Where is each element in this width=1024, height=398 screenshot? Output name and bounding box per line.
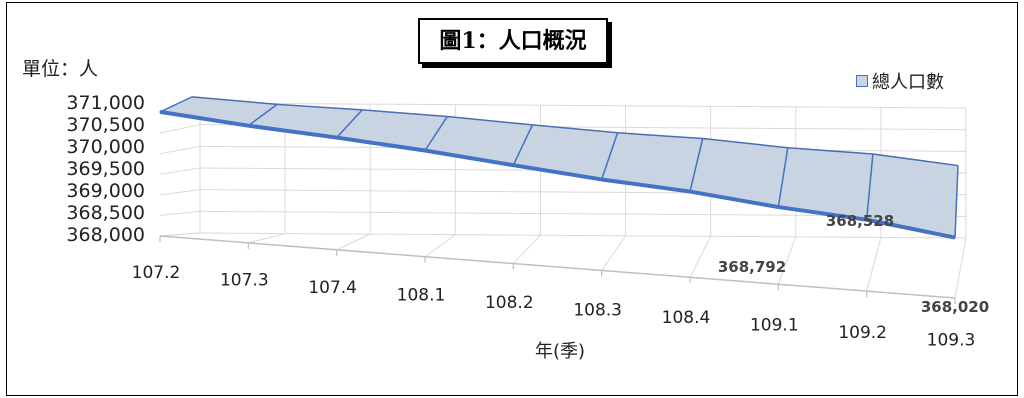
floor-line — [866, 237, 882, 292]
series-back-edge — [191, 96, 959, 167]
x-tick-label: 109.2 — [838, 323, 887, 343]
data-point-edge — [777, 147, 789, 208]
legend-label: 總人口數 — [872, 72, 944, 93]
floor-line — [689, 236, 712, 278]
gridline — [199, 232, 967, 239]
legend: 總人口數 — [856, 68, 944, 94]
y-tick-label: 370,000 — [66, 136, 145, 158]
y-tick-label: 371,000 — [66, 92, 145, 114]
data-label: 368,020 — [921, 298, 989, 316]
data-point-edge — [954, 165, 959, 238]
x-tick-label: 107.2 — [132, 263, 181, 283]
unit-label: 單位：人 — [22, 58, 99, 80]
x-tick-label: 107.4 — [308, 278, 357, 298]
data-point-edge — [247, 103, 278, 127]
side-gridline — [159, 167, 201, 175]
data-point-edge — [336, 109, 363, 139]
x-axis-label: 年(季) — [535, 341, 585, 362]
data-point-edge — [424, 116, 448, 151]
floor-line — [512, 234, 541, 264]
x-tick-label: 109.3 — [927, 330, 976, 350]
y-tick-label: 368,500 — [66, 202, 145, 224]
x-axis-line — [159, 235, 956, 299]
floor-line — [954, 237, 967, 299]
x-tick-label: 108.3 — [573, 300, 622, 320]
chart-title: 圖1：人口概況 — [418, 18, 608, 64]
y-tick-label: 369,000 — [66, 180, 145, 202]
side-gridline — [159, 124, 201, 134]
chart-frame — [6, 2, 1018, 396]
area-segment — [689, 138, 789, 208]
floor-line — [424, 234, 456, 258]
series-line — [159, 109, 956, 240]
x-tick-label: 108.4 — [662, 308, 711, 328]
data-point-edge — [600, 132, 619, 180]
floor-line — [248, 233, 286, 244]
gridline — [199, 102, 967, 109]
floor-line — [159, 232, 201, 237]
y-tick-label: 369,500 — [66, 158, 145, 180]
side-gridline — [159, 189, 201, 196]
floor-line — [601, 235, 626, 271]
y-tick-label: 368,000 — [66, 224, 145, 246]
x-tick-label: 108.1 — [397, 285, 446, 305]
data-point-edge — [689, 138, 704, 192]
data-point-edge — [159, 96, 193, 113]
data-point-edge — [865, 153, 874, 220]
legend-swatch — [856, 75, 868, 87]
y-tick-label: 370,500 — [66, 114, 145, 136]
side-gridline — [159, 210, 201, 216]
floor-line — [336, 233, 371, 251]
x-tick-label: 107.3 — [220, 270, 269, 290]
data-label: 368,528 — [826, 212, 894, 230]
x-tick-label: 108.2 — [485, 293, 534, 313]
floor-line — [777, 236, 797, 285]
x-tick-label: 109.1 — [750, 315, 799, 335]
side-gridline — [159, 145, 201, 155]
data-point-edge — [512, 124, 534, 166]
data-label: 368,792 — [718, 258, 786, 276]
